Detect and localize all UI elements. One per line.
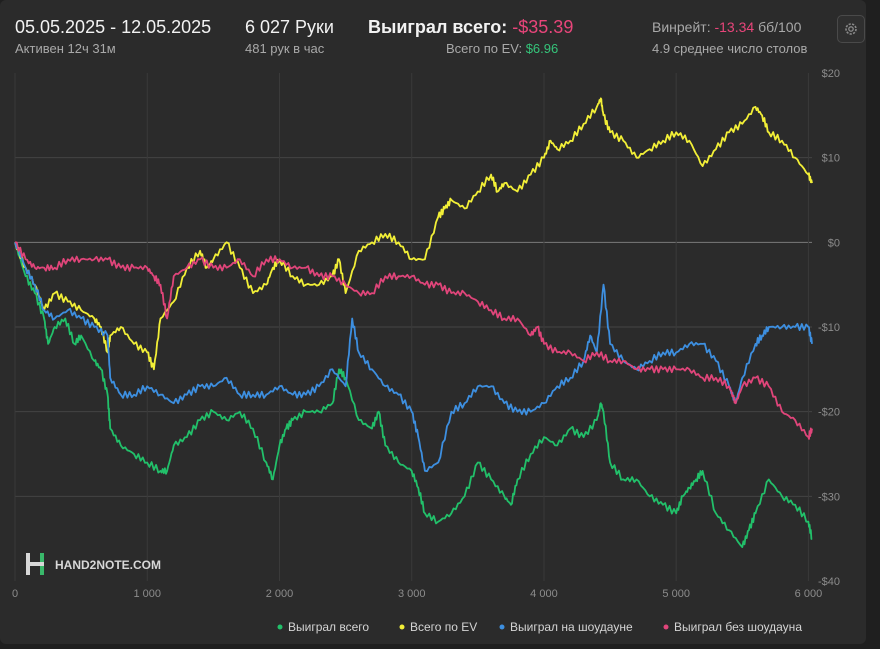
legend-label[interactable]: Выиграл без шоудауна <box>674 620 802 634</box>
hands-count: 6 027 Руки <box>245 17 334 37</box>
legend-label[interactable]: Всего по EV <box>410 620 477 634</box>
winrate-label: Винрейт: <box>652 19 711 35</box>
gear-icon <box>845 23 857 35</box>
winrate-unit: бб/100 <box>758 19 802 35</box>
x-tick-label: 1 000 <box>133 588 161 600</box>
y-tick-label: -$30 <box>818 491 840 503</box>
won-total-value: -$35.39 <box>512 17 574 37</box>
series-line-1 <box>14 241 813 548</box>
x-tick-label: 0 <box>12 588 18 600</box>
x-tick-label: 3 000 <box>398 588 426 600</box>
ev-total: Всего по EV: $6.96 <box>446 41 558 56</box>
settings-button[interactable] <box>837 15 865 43</box>
y-tick-label: -$10 <box>818 322 840 334</box>
active-time: Активен 12ч 31м <box>15 41 116 56</box>
x-axis: 0 1 000 2 000 3 000 4 000 5 000 6 000 <box>12 588 822 600</box>
y-tick-label: $20 <box>822 68 840 80</box>
legend-label[interactable]: Выиграл всего <box>288 620 369 634</box>
series-line-3 <box>14 242 813 473</box>
winrate-value: -13.34 <box>714 19 755 35</box>
legend-marker <box>499 624 505 630</box>
won-total-label: Выиграл всего: <box>368 17 508 37</box>
x-tick-label: 4 000 <box>530 588 558 600</box>
legend: Выиграл всего Всего по EV Выиграл на шоуда… <box>277 620 802 634</box>
y-tick-label: -$20 <box>818 407 840 419</box>
x-tick-label: 6 000 <box>795 588 823 600</box>
grid <box>14 73 812 581</box>
ev-label: Всего по EV: <box>446 41 523 56</box>
logo-text: HAND2NOTE.COM <box>55 558 161 572</box>
legend-marker <box>277 624 283 630</box>
series-line-4 <box>14 241 813 440</box>
y-axis: $20 $10 $0 -$10 -$20 -$30 -$40 <box>818 68 840 588</box>
y-tick-label: $0 <box>828 237 840 249</box>
legend-label[interactable]: Выиграл на шоудауне <box>510 620 633 634</box>
y-tick-label: -$40 <box>818 576 840 588</box>
winrate: Винрейт: -13.34 бб/100 <box>652 19 801 35</box>
series-lines <box>14 97 813 548</box>
y-tick-label: $10 <box>822 153 840 165</box>
won-total: Выиграл всего: -$35.39 <box>368 17 573 38</box>
series-line-2 <box>14 97 813 371</box>
ev-value: $6.96 <box>525 41 559 56</box>
x-tick-label: 2 000 <box>266 588 294 600</box>
hand2note-logo-icon <box>26 553 44 575</box>
x-tick-label: 5 000 <box>662 588 690 600</box>
avg-tables: 4.9 среднее число столов <box>652 41 808 56</box>
legend-marker <box>663 624 669 630</box>
legend-marker <box>399 624 405 630</box>
hand2note-logo: HAND2NOTE.COM <box>26 553 161 575</box>
hands-per-hour: 481 рук в час <box>245 41 325 56</box>
date-range: 05.05.2025 - 12.05.2025 <box>15 17 212 37</box>
chart-panel <box>0 0 866 644</box>
